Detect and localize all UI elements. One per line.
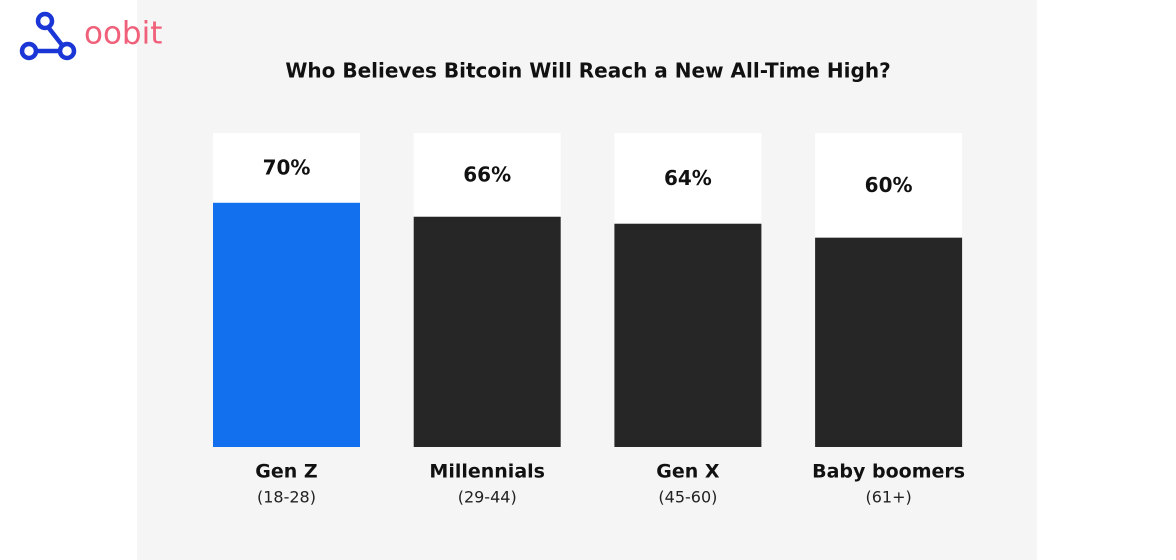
category-label: Baby boomers xyxy=(812,461,965,483)
bar xyxy=(815,237,963,447)
category-label: Gen X xyxy=(656,461,720,483)
value-label: 70% xyxy=(263,155,311,179)
category-label: Millennials xyxy=(429,461,545,483)
category-range: (61+) xyxy=(865,488,911,507)
bar xyxy=(413,216,561,447)
category-range: (45-60) xyxy=(658,488,717,507)
category-range: (29-44) xyxy=(458,488,517,507)
value-label: 64% xyxy=(664,166,712,190)
brand-name: oobit xyxy=(84,16,162,52)
bar xyxy=(213,202,360,447)
value-label: 66% xyxy=(463,162,511,186)
category-range: (18-28) xyxy=(257,488,316,507)
logo-icon xyxy=(19,11,77,61)
chart-title: Who Believes Bitcoin Will Reach a New Al… xyxy=(285,59,890,83)
bar xyxy=(614,223,762,447)
value-label: 60% xyxy=(865,173,913,197)
category-label: Gen Z xyxy=(255,461,317,483)
